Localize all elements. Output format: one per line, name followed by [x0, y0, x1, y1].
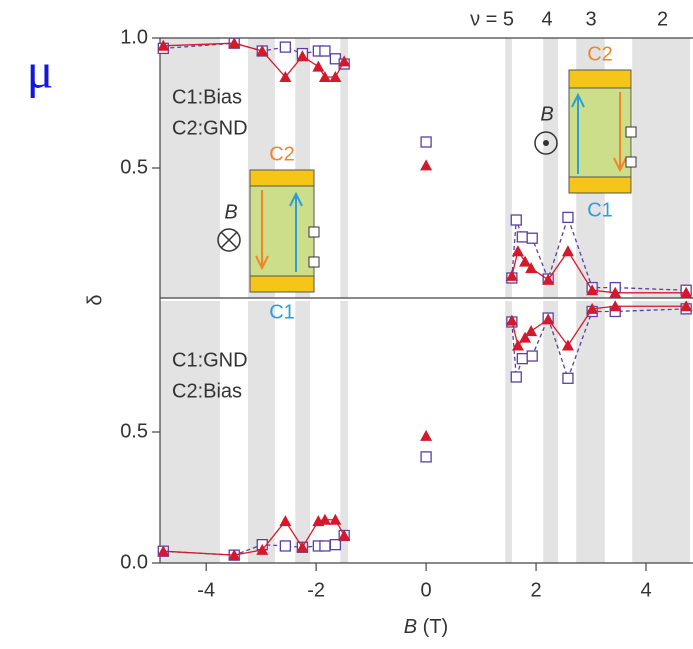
- probe: [309, 257, 319, 267]
- x-axis-symbol: B: [404, 616, 417, 638]
- square-marker: [330, 540, 340, 550]
- top-tick-label: ν = 5: [470, 8, 514, 30]
- shaded-band: [160, 38, 220, 298]
- top-tick-label: 4: [541, 8, 552, 30]
- shaded-band: [576, 301, 605, 563]
- annotation: C2:Bias: [172, 380, 242, 402]
- square-marker: [517, 354, 527, 364]
- annotation: C1:GND: [172, 349, 248, 371]
- top-tick-label: 2: [657, 8, 668, 30]
- figure: μ δ B (T) C2 C1 B C2 C1 B 0.5 1.0 ν = 5 4 3 2…: [0, 0, 693, 649]
- triangle-marker: [562, 340, 574, 351]
- field-label: B: [540, 103, 553, 125]
- square-marker: [421, 137, 431, 147]
- y-tick-label: 0.0: [120, 551, 148, 573]
- y-axis-label: δ: [84, 294, 106, 305]
- contact: [569, 70, 631, 88]
- inset-top-label: C2: [587, 43, 613, 65]
- square-marker: [511, 215, 521, 225]
- x-tick-label: -2: [307, 579, 325, 601]
- square-marker: [517, 232, 527, 242]
- triangle-marker: [562, 245, 574, 256]
- square-marker: [280, 541, 290, 551]
- field-out: [543, 140, 549, 146]
- shaded-band: [340, 38, 348, 298]
- field-into: [221, 232, 237, 248]
- top-tick-label: 3: [585, 8, 596, 30]
- shaded-band: [340, 301, 348, 563]
- square-marker: [280, 42, 290, 52]
- triangle-marker: [420, 159, 432, 170]
- triangle-marker: [519, 256, 531, 267]
- triangle-marker: [279, 515, 291, 526]
- shaded-band: [543, 38, 558, 298]
- square-marker: [320, 541, 330, 551]
- contact: [250, 170, 314, 186]
- shaded-band: [505, 301, 512, 563]
- y-tick-label: 0.5: [120, 420, 148, 442]
- contact: [250, 276, 314, 292]
- probe: [626, 127, 636, 137]
- probe: [626, 157, 636, 167]
- triangle-marker: [525, 325, 537, 336]
- shaded-band: [295, 301, 310, 563]
- square-marker: [511, 372, 521, 382]
- square-marker: [527, 351, 537, 361]
- y-tick-label: 0.5: [120, 156, 148, 178]
- x-axis-label: B (T): [404, 616, 448, 638]
- square-marker: [527, 233, 537, 243]
- square-marker: [563, 373, 573, 383]
- triangle-marker: [420, 430, 432, 441]
- x-tick-label: -4: [197, 579, 215, 601]
- shaded-band: [505, 38, 512, 298]
- square-marker: [421, 452, 431, 462]
- square-marker: [320, 46, 330, 56]
- hall-bar: [250, 170, 314, 292]
- x-tick-label: 0: [421, 579, 432, 601]
- shaded-band: [248, 301, 275, 563]
- inset-bottom-label: C1: [587, 199, 613, 221]
- square-marker: [563, 212, 573, 222]
- shaded-band: [632, 38, 690, 298]
- shaded-band: [632, 301, 690, 563]
- x-tick-label: 4: [640, 579, 651, 601]
- annotation: C1:Bias: [172, 86, 242, 108]
- inset-bottom-label: C1: [269, 301, 295, 323]
- field-label: B: [224, 201, 237, 223]
- triangle-marker: [312, 61, 324, 72]
- y-tick-label: 1.0: [120, 26, 148, 48]
- shaded-band: [160, 301, 220, 563]
- probe: [309, 227, 319, 237]
- x-axis-unit: (T): [423, 616, 449, 638]
- symbol: μ: [27, 42, 54, 98]
- annotation: C2:GND: [172, 117, 248, 139]
- inset-top-label: C2: [269, 143, 295, 165]
- contact: [569, 177, 631, 193]
- x-tick-label: 2: [530, 579, 541, 601]
